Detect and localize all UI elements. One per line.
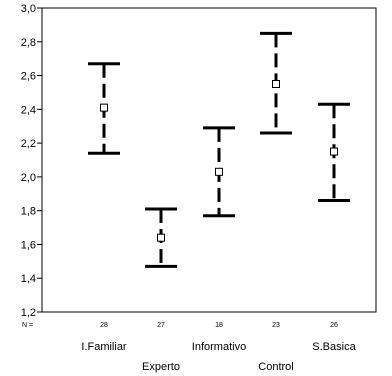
n-label: N = bbox=[22, 322, 33, 329]
error-bar-experto bbox=[145, 207, 177, 268]
x-category-label: S.Basica bbox=[312, 341, 356, 353]
y-tick-label: 2,2 bbox=[21, 138, 36, 150]
axes bbox=[41, 7, 377, 313]
y-tick-label: 2,6 bbox=[21, 71, 36, 83]
error-bar-ifamiliar bbox=[88, 62, 120, 155]
x-category-label: Experto bbox=[142, 361, 180, 373]
n-row: N = 28 27 18 23 26 bbox=[22, 322, 338, 329]
n-value: 23 bbox=[272, 322, 280, 329]
n-value: 18 bbox=[215, 322, 223, 329]
x-category-label: Informativo bbox=[192, 341, 246, 353]
y-tick-label: 2,0 bbox=[21, 172, 36, 184]
y-axis-ticks: 1,2 1,4 1,6 1,8 2,0 2,2 2,4 2,6 2,8 3,0 bbox=[21, 3, 42, 319]
y-tick-label: 1,6 bbox=[21, 239, 36, 251]
mean-marker bbox=[100, 103, 108, 112]
y-tick-label: 1,8 bbox=[21, 206, 36, 218]
mean-marker bbox=[157, 233, 165, 242]
error-bar-control bbox=[260, 31, 292, 135]
x-axis-labels: I.Familiar Experto Informativo Control S.Bas… bbox=[81, 341, 356, 373]
plot-frame bbox=[41, 7, 377, 313]
n-value: 27 bbox=[157, 322, 165, 329]
error-bar-informativo bbox=[203, 126, 235, 218]
y-tick-label: 3,0 bbox=[21, 3, 36, 15]
n-value: 28 bbox=[100, 322, 108, 329]
y-tick-label: 1,4 bbox=[21, 273, 36, 285]
error-bar-sbasica bbox=[318, 102, 350, 203]
y-tick-label: 1,2 bbox=[21, 307, 36, 319]
y-tick-label: 2,4 bbox=[21, 104, 36, 116]
x-category-label: I.Familiar bbox=[81, 341, 127, 353]
mean-marker bbox=[330, 147, 338, 156]
mean-marker bbox=[272, 80, 280, 88]
error-bars bbox=[88, 31, 350, 268]
mean-marker bbox=[215, 167, 223, 176]
n-value: 26 bbox=[330, 322, 338, 329]
x-category-label: Control bbox=[258, 361, 293, 373]
y-tick-label: 2,8 bbox=[21, 37, 36, 49]
